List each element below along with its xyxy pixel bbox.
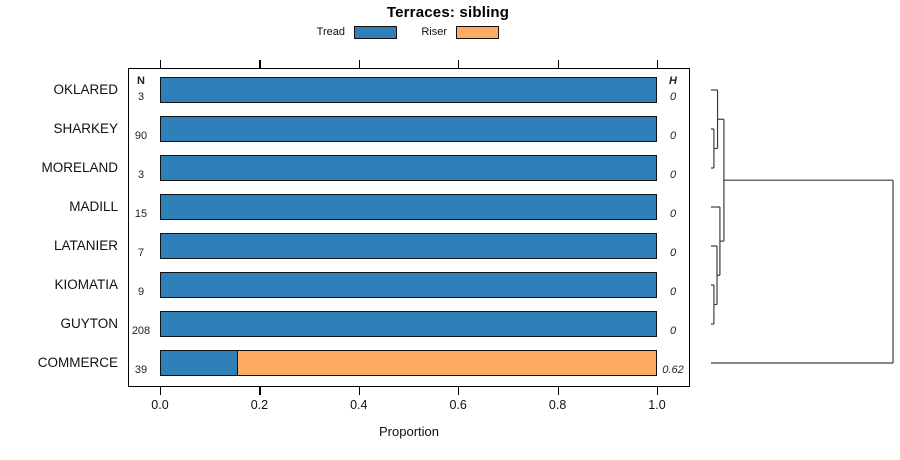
row-label: MORELAND [41, 160, 118, 175]
n-value: 90 [134, 130, 148, 142]
bar-segment-tread [161, 234, 656, 258]
n-value: 7 [137, 247, 145, 259]
bar-segment-riser [237, 351, 656, 375]
legend-label: Riser [421, 26, 447, 38]
h-value: 0 [669, 286, 677, 298]
bar-segment-tread [161, 312, 656, 336]
legend-swatch [456, 26, 499, 39]
x-axis-tick-bottom [557, 387, 559, 395]
h-value: 0 [669, 91, 677, 103]
x-axis-tick-bottom [160, 387, 162, 395]
x-axis-tick-top [557, 60, 559, 68]
x-axis-tick-label: 0.4 [350, 398, 368, 412]
bar-segment-tread [161, 351, 238, 375]
h-value: 0 [669, 325, 677, 337]
bar-segment-tread [161, 78, 656, 102]
n-value: 208 [131, 325, 151, 337]
x-axis-tick-top [458, 60, 460, 68]
n-value: 3 [137, 169, 145, 181]
row-label: OKLARED [53, 82, 118, 97]
bar [160, 272, 657, 298]
n-value: 39 [134, 364, 148, 376]
bar [160, 77, 657, 103]
x-axis-tick-label: 0.8 [548, 398, 567, 412]
bar-segment-tread [161, 195, 656, 219]
n-value: 9 [137, 286, 145, 298]
x-axis-tick-label: 0.0 [151, 398, 169, 412]
x-axis-tick-top [259, 60, 261, 68]
x-axis-tick-label: 0.2 [250, 398, 269, 412]
n-value: 3 [137, 91, 145, 103]
row-label: KIOMATIA [54, 277, 118, 292]
x-axis-tick-label: 0.6 [449, 398, 467, 412]
n-value: 15 [134, 208, 148, 220]
row-label: SHARKEY [53, 121, 118, 136]
h-value: 0 [669, 169, 677, 181]
x-axis-title: Proportion [379, 424, 439, 439]
legend-swatch [354, 26, 397, 39]
bar [160, 194, 657, 220]
chart-title: Terraces: sibling [386, 4, 510, 21]
x-axis-tick-top [160, 60, 162, 68]
bar [160, 155, 657, 181]
h-value: 0 [669, 208, 677, 220]
bar [160, 116, 657, 142]
h-value: 0 [669, 130, 677, 142]
row-label: COMMERCE [37, 355, 118, 370]
bar [160, 350, 657, 376]
row-label: MADILL [69, 199, 118, 214]
row-label: LATANIER [53, 238, 118, 253]
x-axis-tick-bottom [657, 387, 659, 395]
bar-segment-tread [161, 273, 656, 297]
x-axis-tick-bottom [259, 387, 261, 395]
bar [160, 233, 657, 259]
x-axis-tick-top [657, 60, 659, 68]
x-axis-tick-bottom [358, 387, 360, 395]
h-value: 0 [669, 247, 677, 259]
legend-label: Tread [316, 26, 345, 38]
x-axis-tick-bottom [458, 387, 460, 395]
bar-segment-tread [161, 117, 656, 141]
bar [160, 311, 657, 337]
bar-segment-tread [161, 156, 656, 180]
h-column-header: H [669, 75, 677, 87]
row-label: GUYTON [60, 316, 118, 331]
n-column-header: N [137, 75, 145, 87]
h-value: 0.62 [662, 364, 684, 376]
x-axis-tick-label: 1.0 [648, 398, 666, 412]
x-axis-tick-top [358, 60, 360, 68]
